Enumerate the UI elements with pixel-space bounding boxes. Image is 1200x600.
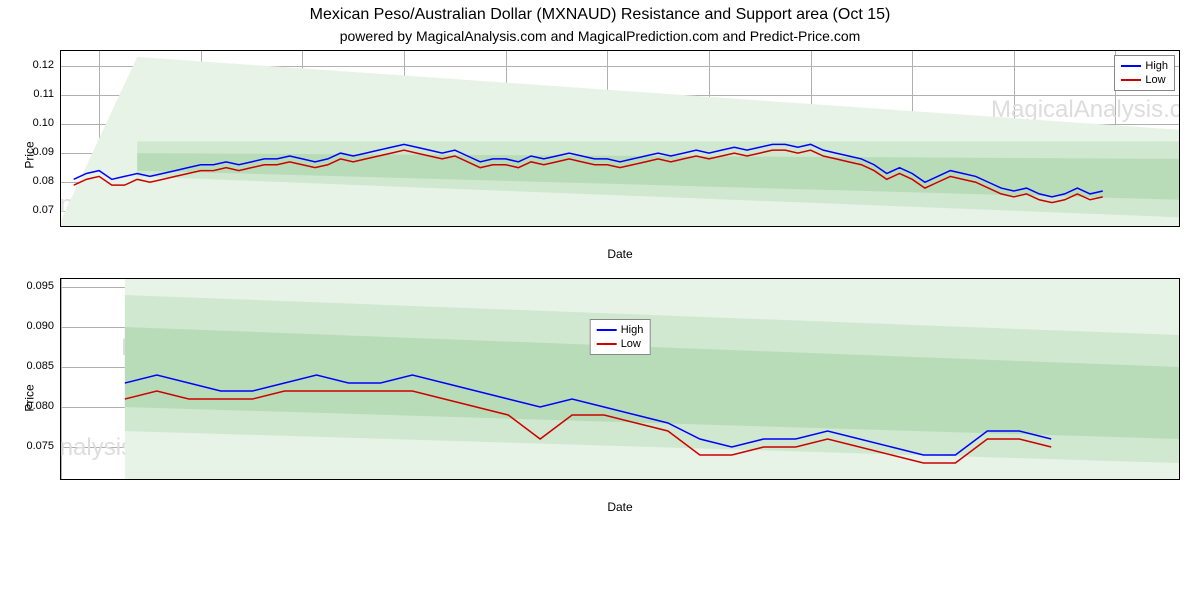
page-title: Mexican Peso/Australian Dollar (MXNAUD) … — [0, 0, 1200, 24]
ytick-label: 0.11 — [10, 88, 54, 100]
ytick-label: 0.07 — [10, 204, 54, 216]
chart1-area: MagicalAnalysis.com MagicalPrediction.co… — [60, 50, 1180, 227]
legend-label-high: High — [1145, 59, 1168, 73]
ytick-label: 0.075 — [10, 440, 54, 452]
chart1-wrap: Price MagicalAnalysis.com MagicalPredict… — [60, 50, 1180, 260]
legend-row-low: Low — [1121, 73, 1168, 87]
legend-label-low: Low — [621, 337, 641, 351]
legend-swatch-high — [597, 329, 617, 331]
series-high-line — [74, 144, 1103, 196]
legend-row-high: High — [597, 323, 644, 337]
legend-swatch-high — [1121, 65, 1141, 67]
chart2-area: MagicalAnalysis.com MagicalPrediction.co… — [60, 278, 1180, 480]
legend-row-low: Low — [597, 337, 644, 351]
legend-label-low: Low — [1145, 73, 1165, 87]
ytick-label: 0.12 — [10, 59, 54, 71]
legend-row-high: High — [1121, 59, 1168, 73]
legend-label-high: High — [621, 323, 644, 337]
page-subtitle: powered by MagicalAnalysis.com and Magic… — [0, 24, 1200, 50]
ytick-label: 0.080 — [10, 400, 54, 412]
chart2-xlabel: Date — [60, 498, 1180, 514]
ytick-label: 0.08 — [10, 175, 54, 187]
chart2-legend: High Low — [590, 319, 651, 355]
plot-svg — [61, 279, 1179, 479]
chart1-xlabel: Date — [60, 245, 1180, 261]
ytick-label: 0.085 — [10, 360, 54, 372]
plot-svg — [61, 51, 1179, 226]
ytick-label: 0.09 — [10, 146, 54, 158]
chart-container: Mexican Peso/Australian Dollar (MXNAUD) … — [0, 0, 1200, 600]
ytick-label: 0.10 — [10, 117, 54, 129]
chart2-wrap: Price MagicalAnalysis.com MagicalPredict… — [60, 278, 1180, 518]
ytick-label: 0.090 — [10, 320, 54, 332]
ytick-label: 0.095 — [10, 280, 54, 292]
legend-swatch-low — [1121, 79, 1141, 81]
chart1-legend: High Low — [1114, 55, 1175, 91]
legend-swatch-low — [597, 343, 617, 345]
